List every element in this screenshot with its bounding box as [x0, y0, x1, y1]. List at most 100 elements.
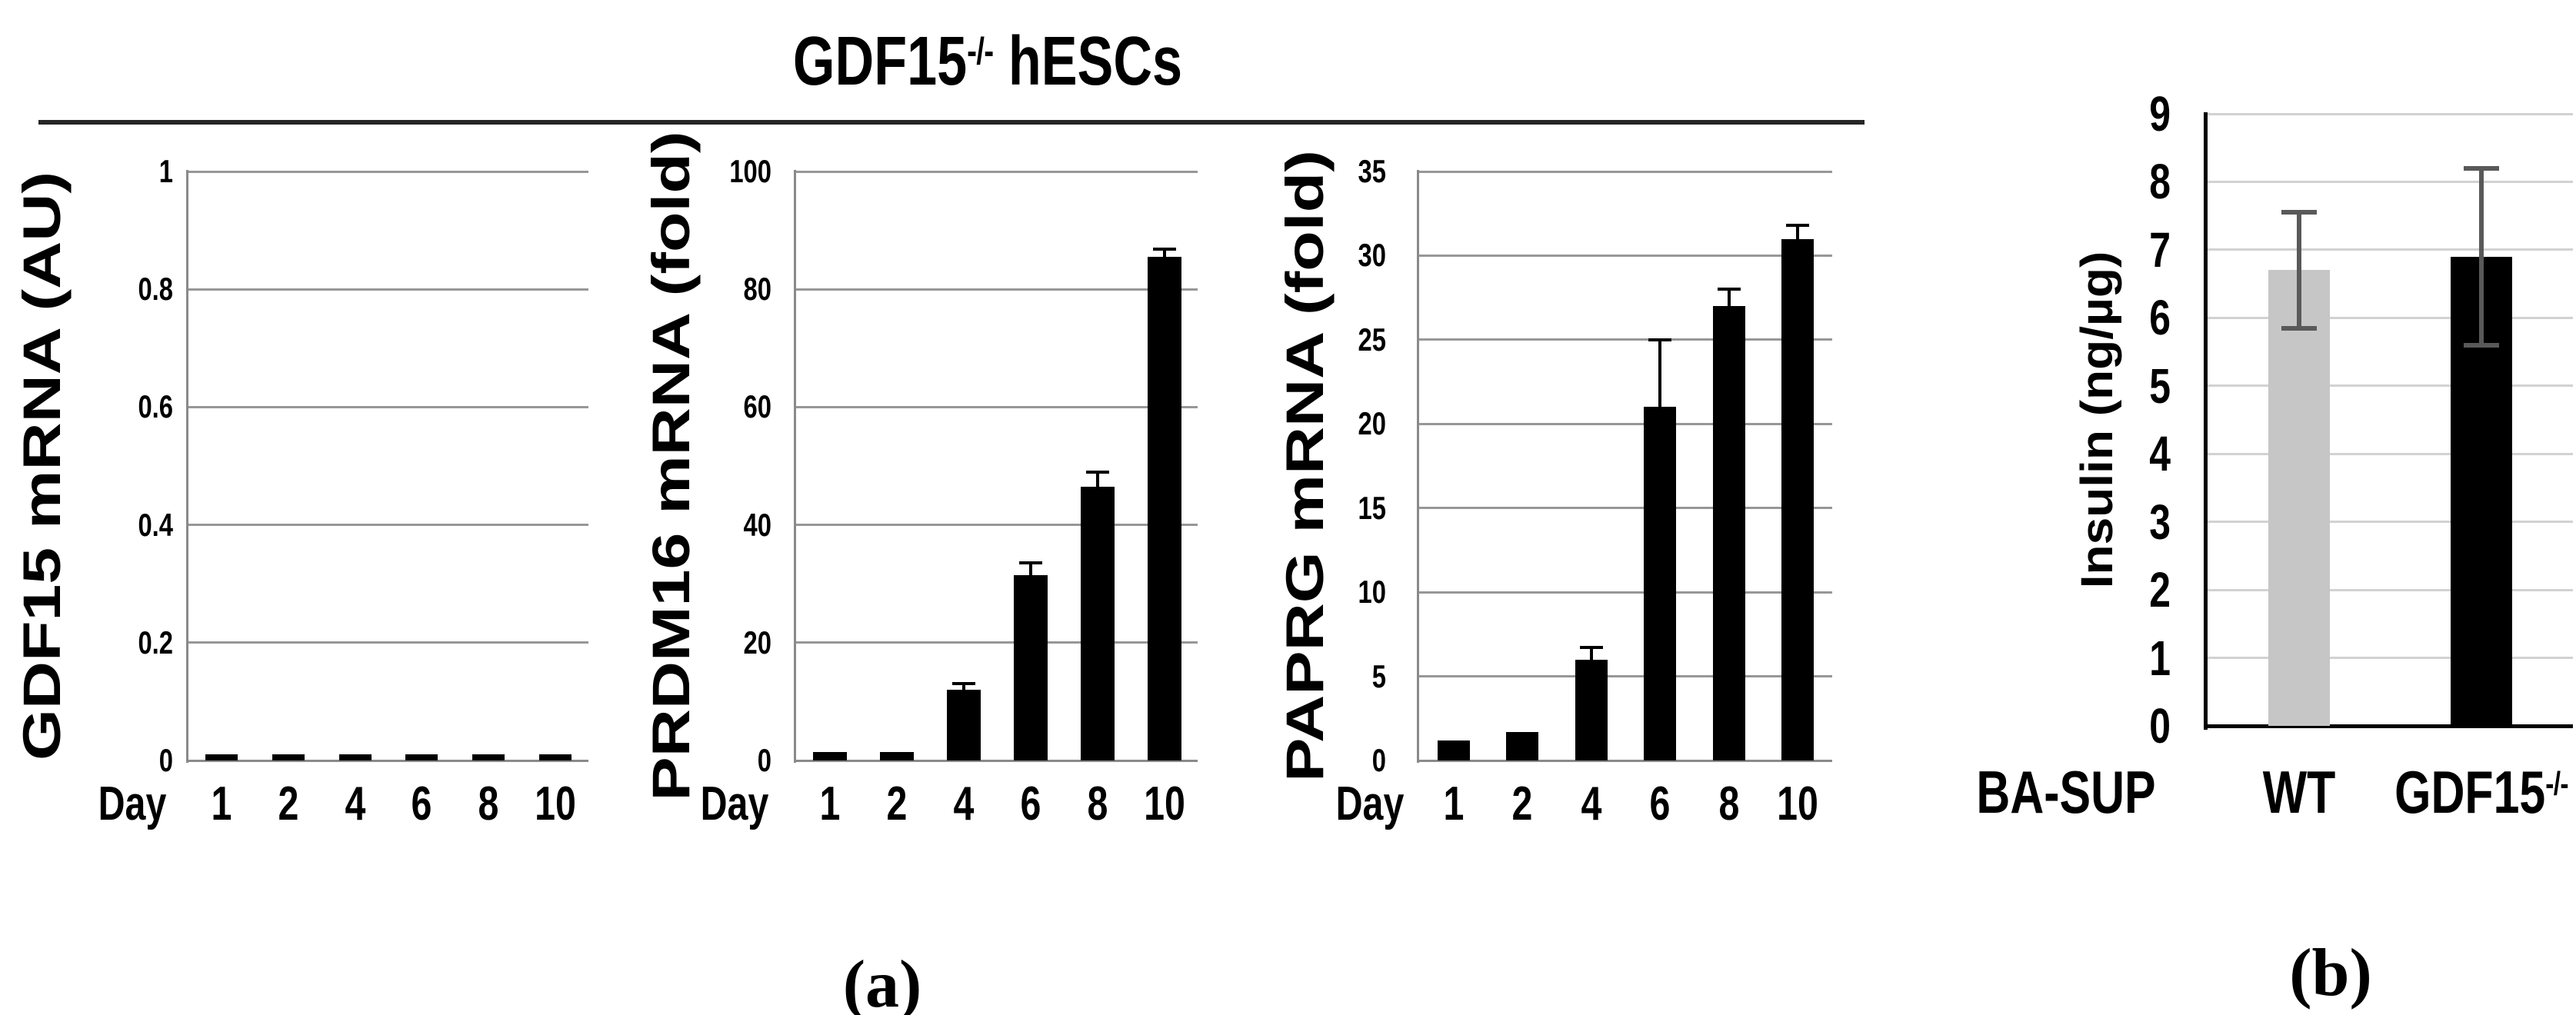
error-bar-line: [961, 684, 965, 696]
gridline: [1419, 170, 1832, 173]
bar: [1080, 486, 1115, 760]
error-bar-line: [1028, 563, 1032, 587]
gridline: [1419, 422, 1832, 425]
y-tick-label: 9: [2149, 86, 2171, 141]
bar: [1147, 257, 1181, 760]
error-bar-line: [1162, 249, 1166, 265]
x-axis-label: BA-SUP: [1976, 758, 2156, 826]
x-category-label: 2: [886, 777, 907, 830]
x-axis-line: [1419, 759, 1832, 762]
gridline: [2208, 316, 2573, 319]
error-bar-cap-top: [1152, 248, 1176, 251]
y-tick-label: 25: [1358, 321, 1386, 358]
x-category-label: 6: [1649, 777, 1671, 830]
y-tick-label: 5: [1371, 657, 1386, 694]
gridline: [796, 170, 1198, 173]
bar: [1437, 740, 1470, 760]
error-bar-cap-bottom: [1579, 670, 1603, 673]
y-tick-label: 0: [158, 742, 173, 778]
title-underline: [38, 120, 1865, 125]
bar: [338, 754, 372, 760]
y-tick-label: 2: [2149, 562, 2171, 618]
gridline: [796, 405, 1198, 408]
bar: [812, 751, 847, 760]
x-category-label: 6: [1020, 777, 1041, 830]
error-bar-line: [2296, 212, 2301, 328]
x-category-label: 10: [1143, 777, 1185, 830]
y-tick-label: 20: [1358, 405, 1386, 442]
gridline: [188, 288, 588, 291]
gridline: [2208, 384, 2573, 388]
gridline: [188, 641, 588, 644]
error-bar-cap-bottom: [1648, 472, 1672, 476]
label-text: GDF15: [2394, 758, 2546, 826]
error-bar-cap-top: [2281, 210, 2317, 215]
bar: [205, 754, 238, 760]
error-bar-cap-top: [1786, 224, 1810, 228]
gridline: [2208, 180, 2573, 183]
y-tick-label: 15: [1358, 489, 1386, 526]
bar: [1013, 574, 1048, 760]
gridline: [1419, 591, 1832, 594]
error-bar-cap-top: [1717, 288, 1741, 291]
y-tick-label: 20: [743, 624, 771, 661]
y-tick-label: 7: [2149, 221, 2171, 278]
bar: [1712, 306, 1745, 760]
x-axis-line: [2208, 724, 2573, 728]
y-tick-label: 0: [757, 742, 771, 778]
x-category-label: WT: [2262, 758, 2336, 826]
y-axis-line: [2204, 112, 2208, 730]
gridline: [2208, 248, 2573, 251]
gridline: [1419, 507, 1832, 510]
panel-b-label: (b): [2289, 936, 2372, 1010]
gridline: [2208, 112, 2573, 115]
y-tick-label: 4: [2149, 426, 2171, 482]
x-category-label: 1: [211, 777, 232, 830]
x-category-label: 8: [1087, 777, 1108, 830]
error-bar-cap-bottom: [1085, 499, 1109, 503]
figure-title-rest: hESCs: [993, 23, 1183, 100]
figure-title: GDF15-/- hESCs: [738, 27, 1238, 96]
error-bar-cap-bottom: [951, 694, 975, 697]
bar: [405, 754, 438, 760]
gridline: [1419, 675, 1832, 678]
gridline: [2208, 521, 2573, 524]
y-tick-label: 3: [2149, 494, 2171, 550]
error-bar-cap-top: [951, 682, 975, 686]
y-tick-label: 0.6: [138, 388, 173, 425]
error-bar-line: [2479, 168, 2484, 345]
x-category-label: 10: [1777, 777, 1819, 830]
bar: [1781, 238, 1815, 760]
y-tick-label: 1: [158, 153, 173, 189]
bar: [472, 754, 505, 760]
y-axis-line: [794, 170, 796, 763]
y-tick-label: 0: [2149, 698, 2171, 754]
y-tick-label: 0.8: [138, 271, 173, 308]
y-tick-label: 35: [1358, 153, 1386, 189]
x-axis-label: Day: [700, 777, 769, 830]
x-category-label: GDF15-/-: [2371, 762, 2576, 822]
x-axis-line: [796, 759, 1198, 762]
gridline: [2208, 452, 2573, 455]
y-tick-label: 60: [743, 388, 771, 425]
y-tick-label: 5: [2149, 358, 2171, 414]
y-tick-label: 0.4: [138, 506, 173, 543]
figure-title-superscript: -/-: [967, 29, 994, 72]
x-category-label: 8: [1718, 777, 1740, 830]
error-bar-cap-bottom: [2281, 325, 2317, 331]
y-axis-label: Insulin (ng/µg): [2071, 251, 2123, 589]
x-category-label: 10: [534, 777, 576, 830]
error-bar-line: [1796, 225, 1800, 253]
error-bar-cap-top: [1085, 470, 1109, 474]
error-bar-line: [1727, 289, 1731, 323]
y-tick-label: 8: [2149, 154, 2171, 210]
x-category-label: 2: [1511, 777, 1533, 830]
error-bar-cap-top: [2464, 165, 2500, 171]
gridline: [1419, 254, 1832, 257]
